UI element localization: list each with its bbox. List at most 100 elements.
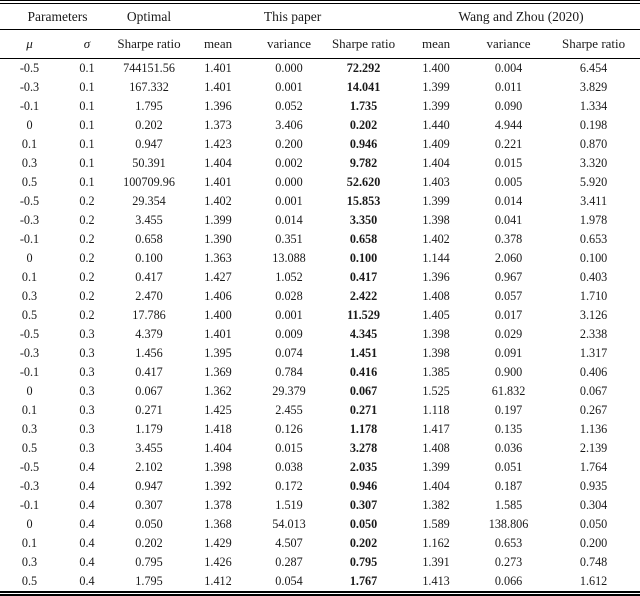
column-header-tp-mean: mean — [183, 29, 254, 59]
table-cell: -0.1 — [19, 232, 40, 246]
table-cell: 1.404 — [204, 156, 232, 170]
table-cell: 1.334 — [579, 99, 608, 113]
table-cell: 1.423 — [204, 137, 232, 151]
table-cell: 1.391 — [422, 555, 450, 569]
table-cell: 0.406 — [579, 365, 608, 379]
table-cell: 2.102 — [135, 460, 163, 474]
table-cell: 0.5 — [21, 308, 38, 322]
table-row: 0.3 0.4 0.795 1.426 0.287 0.795 1.391 0.273 0.74… — [0, 553, 640, 572]
table-row: -0.3 0.2 3.455 1.399 0.014 3.350 1.398 0.041 1.9… — [0, 211, 640, 230]
table-cell: 0.1 — [21, 137, 38, 151]
table-cell: 1.429 — [204, 536, 232, 550]
table-cell: 1.399 — [204, 213, 232, 227]
table-cell: 1.795 — [135, 99, 163, 113]
table-cell: 0.5 — [21, 441, 38, 455]
table-header: Parameters Optimal This paper Wang and Z… — [0, 2, 640, 59]
table-cell: 1.395 — [204, 346, 232, 360]
table-cell: 1.382 — [422, 498, 450, 512]
table-cell: 0.3 — [79, 327, 95, 341]
table-cell: 0.307 — [349, 498, 378, 512]
table-cell: 0.050 — [135, 517, 163, 531]
table-cell: 0.001 — [275, 308, 303, 322]
table-row: 0 0.3 0.067 1.362 29.379 0.067 1.525 61.832 0.06… — [0, 382, 640, 401]
table-cell: 0.653 — [494, 536, 523, 550]
table-cell: 2.422 — [349, 289, 378, 303]
table-cell: 1.417 — [422, 422, 450, 436]
table-cell: 29.379 — [272, 384, 306, 398]
table-cell: 0.001 — [275, 80, 303, 94]
table-cell: 0.417 — [135, 365, 163, 379]
table-cell: 0.1 — [21, 536, 38, 550]
table-cell: 0.653 — [579, 232, 608, 246]
column-header-optimal-sharpe: Sharpe ratio — [115, 29, 184, 59]
table-cell: 0.057 — [494, 289, 523, 303]
table-cell: 1.373 — [204, 118, 232, 132]
table-cell: 0.038 — [275, 460, 303, 474]
table-cell: 1.378 — [204, 498, 232, 512]
table-cell: 0.1 — [79, 61, 95, 75]
table-cell: 1.401 — [204, 175, 232, 189]
table-cell: 1.399 — [422, 80, 450, 94]
table-cell: 3.411 — [580, 194, 608, 208]
table-cell: 1.402 — [422, 232, 450, 246]
table-cell: 0.795 — [135, 555, 163, 569]
table-cell: 0.1 — [79, 80, 95, 94]
table-cell: 0.1 — [79, 118, 95, 132]
table-cell: 0.4 — [79, 536, 95, 550]
table-cell: 0.273 — [494, 555, 523, 569]
table-cell: 1.978 — [579, 213, 608, 227]
table-cell: 0.307 — [135, 498, 163, 512]
table-cell: 1.403 — [422, 175, 450, 189]
table-cell: 1.390 — [204, 232, 232, 246]
table-cell: 1.406 — [204, 289, 232, 303]
table-cell: 1.404 — [422, 156, 450, 170]
table-row: -0.5 0.1 744151.56 1.401 0.000 72.292 1.400 0.0… — [0, 59, 640, 79]
table-cell: 0.202 — [349, 536, 378, 550]
table-cell: 15.853 — [346, 194, 381, 208]
table-cell: 0.000 — [275, 175, 303, 189]
table-cell: 0.4 — [79, 498, 95, 512]
table-cell: 1.368 — [204, 517, 232, 531]
table-cell: 100709.96 — [123, 175, 175, 189]
table-cell: 1.400 — [422, 61, 450, 75]
table-cell: 1.589 — [422, 517, 450, 531]
table-cell: 0.051 — [494, 460, 523, 474]
table-cell: 1.427 — [204, 270, 232, 284]
table-cell: 0.4 — [79, 479, 95, 493]
table-cell: -0.5 — [19, 194, 40, 208]
table-cell: 0.001 — [275, 194, 303, 208]
table-cell: -0.3 — [19, 346, 40, 360]
table-cell: 0.050 — [579, 517, 608, 531]
table-cell: 0.005 — [494, 175, 523, 189]
table-cell: 0.3 — [21, 156, 38, 170]
table-cell: 0 — [26, 517, 33, 531]
table-cell: 3.406 — [275, 118, 303, 132]
group-header-parameters: Parameters — [0, 2, 116, 30]
table-cell: 0.271 — [349, 403, 378, 417]
table-cell: 3.455 — [135, 441, 163, 455]
table-cell: 0.067 — [579, 384, 608, 398]
table-cell: 1.418 — [204, 422, 232, 436]
table-cell: 1.413 — [422, 574, 450, 588]
table-cell: 3.278 — [349, 441, 378, 455]
table-cell: 0.126 — [275, 422, 303, 436]
table-cell: 1.425 — [204, 403, 232, 417]
group-header-wang-zhou: Wang and Zhou (2020) — [402, 2, 640, 30]
table-cell: 2.338 — [579, 327, 608, 341]
table-cell: 0.2 — [79, 232, 95, 246]
table-row: -0.5 0.2 29.354 1.402 0.001 15.853 1.399 0.014 3… — [0, 192, 640, 211]
column-header-sigma: σ — [59, 29, 116, 59]
table-cell: 1.451 — [349, 346, 378, 360]
table-cell: 50.391 — [132, 156, 166, 170]
table-cell: 1.362 — [204, 384, 232, 398]
table-cell: 1.398 — [422, 213, 450, 227]
table-cell: 1.408 — [422, 289, 450, 303]
table-row: -0.3 0.4 0.947 1.392 0.172 0.946 1.404 0.187 0.9… — [0, 477, 640, 496]
table-cell: 1.764 — [579, 460, 608, 474]
table-cell: 0.197 — [494, 403, 523, 417]
table-cell: 2.470 — [135, 289, 163, 303]
table-cell: 54.013 — [272, 517, 306, 531]
table-cell: 0.067 — [135, 384, 163, 398]
table-cell: 1.369 — [204, 365, 232, 379]
